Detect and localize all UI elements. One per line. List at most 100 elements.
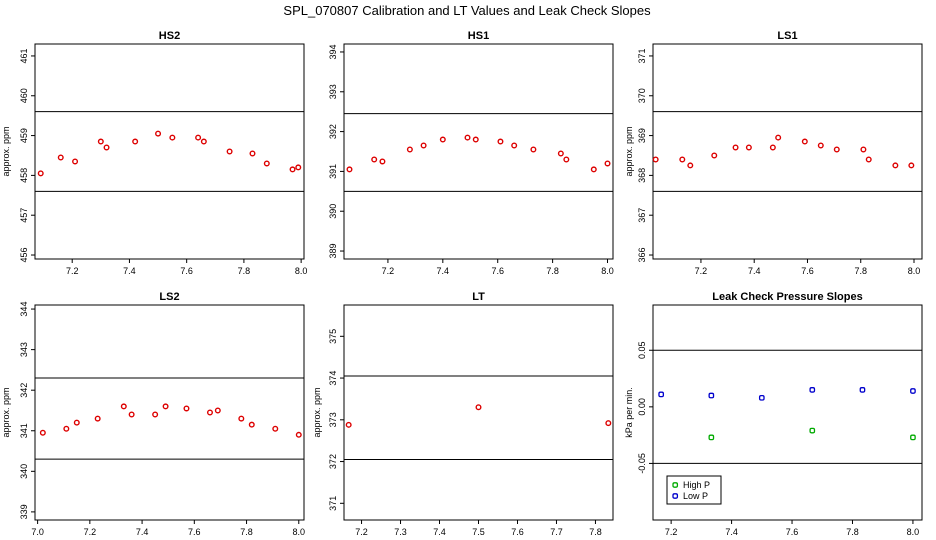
data-point [295,164,302,171]
data-point [37,170,44,177]
y-tick-label: 342 [19,383,29,398]
y-tick-label: 0.05 [637,341,647,359]
y-tick-label: 393 [328,84,338,99]
data-point [214,407,221,414]
legend-label: High P [683,480,710,490]
data-point [162,403,169,410]
data-point [249,150,256,157]
y-axis-label: approx. ppm [624,126,634,176]
data-point [910,434,916,441]
y-tick-label: 343 [19,342,29,357]
data-point [860,146,867,153]
data-point [226,148,233,155]
plot-frame [343,43,614,260]
data-point [745,144,752,151]
y-axis-label: kPa per min. [624,387,634,438]
y-tick-label: 458 [19,168,29,183]
x-tick-label: 7.4 [123,266,136,276]
data-point [769,144,776,151]
data-point [72,158,79,165]
x-tick-label: 7.2 [382,266,395,276]
data-point [464,134,471,141]
data-point [472,136,479,143]
data-point [908,162,915,169]
panel-title: LS2 [159,291,179,303]
data-point [379,158,386,165]
data-point [563,156,570,163]
data-point [590,166,597,173]
x-tick-label: 7.3 [394,527,407,537]
plot-frame [652,43,923,260]
x-tick-label: 7.8 [546,266,559,276]
y-tick-label: 461 [19,48,29,63]
x-tick-label: 7.6 [786,527,799,537]
y-tick-label: 457 [19,208,29,223]
y-tick-label: 460 [19,88,29,103]
panel-title: LS1 [777,30,797,42]
y-tick-label: 0.00 [637,398,647,416]
y-tick-label: 344 [19,302,29,317]
x-tick-label: 7.8 [589,527,602,537]
y-axis-label: approx. ppm [312,387,322,437]
panel-0: HS2 7.2 7.4 7.6 7.8 8.0 456 457 458 459 460 461 appr… [1,30,307,276]
x-tick-label: 7.8 [846,527,859,537]
x-tick-label: 7.0 [31,527,44,537]
data-point [94,415,101,422]
data-point [295,431,302,438]
y-tick-label: 369 [637,128,647,143]
y-tick-label: 389 [328,244,338,259]
x-tick-label: 7.2 [355,527,368,537]
y-tick-label: 371 [328,496,338,511]
data-point [155,130,162,137]
data-point [128,411,135,418]
panel-4: LT 7.2 7.3 7.4 7.5 7.6 7.7 7.8 371 372 373 374 375 ap… [312,291,614,537]
x-tick-label: 7.6 [511,527,524,537]
x-tick-label: 7.6 [801,266,814,276]
data-point [289,166,296,173]
data-point [406,146,413,153]
legend-label: Low P [683,491,708,501]
legend-box [666,475,722,505]
x-tick-label: 7.2 [695,266,708,276]
data-point [679,156,686,163]
y-axis-label: approx. ppm [1,126,11,176]
panel-5: Leak Check Pressure Slopes 7.2 7.4 7.6 7.8 8.… [624,291,923,537]
y-tick-label: 459 [19,128,29,143]
data-point [346,166,353,173]
x-tick-label: 7.8 [854,266,867,276]
data-point [652,156,659,163]
x-tick-label: 7.6 [491,266,504,276]
data-point [169,134,176,141]
x-tick-label: 7.4 [136,527,149,537]
panel-title: HS1 [468,30,489,42]
y-tick-label: 391 [328,164,338,179]
x-tick-label: 7.4 [437,266,450,276]
data-point [497,138,504,145]
x-tick-label: 7.8 [240,527,253,537]
data-point [687,162,694,169]
panel-title: Leak Check Pressure Slopes [712,291,862,303]
y-tick-label: 371 [637,48,647,63]
data-point [120,403,127,410]
y-axis-label: approx. ppm [1,387,11,437]
data-point [809,387,816,393]
data-point [73,419,80,426]
data-point [103,144,110,151]
data-point [248,421,255,428]
x-tick-label: 7.4 [748,266,761,276]
data-point [708,392,715,399]
data-point [263,160,270,167]
data-point [183,405,190,412]
data-point [557,150,564,157]
data-point [658,391,665,398]
x-tick-label: 7.2 [665,527,678,537]
data-point [439,136,446,143]
x-tick-label: 8.0 [601,266,614,276]
data-point [200,138,207,145]
data-point [132,138,139,145]
y-tick-label: 368 [637,168,647,183]
plot-frame [34,43,305,260]
data-point [195,134,202,141]
x-tick-label: 7.4 [725,527,738,537]
data-point [272,425,279,432]
